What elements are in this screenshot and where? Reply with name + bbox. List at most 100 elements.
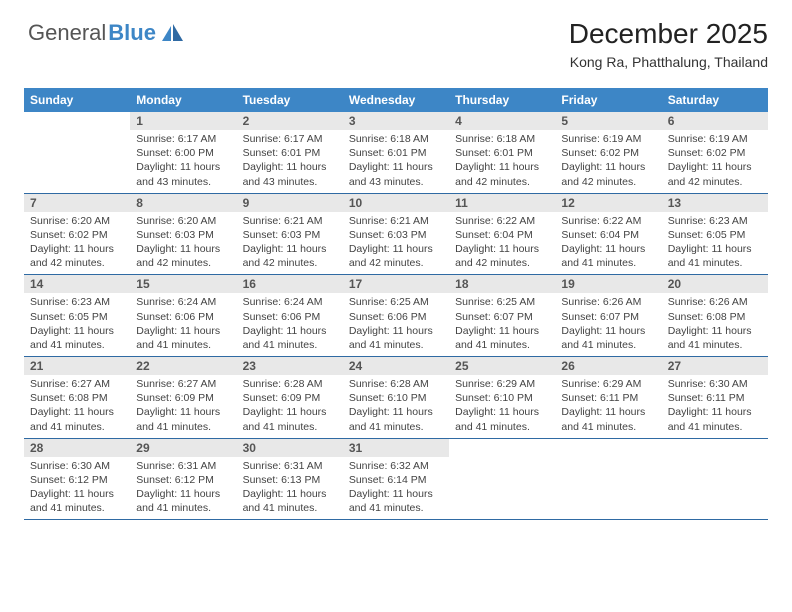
- day-number: 5: [555, 112, 661, 130]
- calendar-cell: 9Sunrise: 6:21 AMSunset: 6:03 PMDaylight…: [237, 194, 343, 276]
- day-info: Sunrise: 6:32 AMSunset: 6:14 PMDaylight:…: [343, 457, 449, 516]
- daylight-line: Daylight: 11 hours and 41 minutes.: [668, 405, 762, 433]
- calendar-cell: 18Sunrise: 6:25 AMSunset: 6:07 PMDayligh…: [449, 275, 555, 357]
- sunrise-line: Sunrise: 6:22 AM: [561, 214, 655, 228]
- sunrise-line: Sunrise: 6:23 AM: [30, 295, 124, 309]
- daylight-line: Daylight: 11 hours and 41 minutes.: [30, 324, 124, 352]
- sail-icon: [162, 23, 184, 43]
- daylight-line: Daylight: 11 hours and 41 minutes.: [455, 324, 549, 352]
- calendar-grid: 1Sunrise: 6:17 AMSunset: 6:00 PMDaylight…: [24, 112, 768, 520]
- daylight-line: Daylight: 11 hours and 41 minutes.: [243, 487, 337, 515]
- calendar-cell: 10Sunrise: 6:21 AMSunset: 6:03 PMDayligh…: [343, 194, 449, 276]
- daylight-line: Daylight: 11 hours and 41 minutes.: [668, 324, 762, 352]
- calendar-cell: 13Sunrise: 6:23 AMSunset: 6:05 PMDayligh…: [662, 194, 768, 276]
- calendar-cell: [449, 439, 555, 521]
- day-number: 7: [24, 194, 130, 212]
- sunrise-line: Sunrise: 6:21 AM: [349, 214, 443, 228]
- daylight-line: Daylight: 11 hours and 41 minutes.: [243, 405, 337, 433]
- day-info: Sunrise: 6:29 AMSunset: 6:10 PMDaylight:…: [449, 375, 555, 434]
- daylight-line: Daylight: 11 hours and 42 minutes.: [668, 160, 762, 188]
- sunrise-line: Sunrise: 6:27 AM: [30, 377, 124, 391]
- day-number: 15: [130, 275, 236, 293]
- day-number: 13: [662, 194, 768, 212]
- sunset-line: Sunset: 6:05 PM: [668, 228, 762, 242]
- sunset-line: Sunset: 6:12 PM: [30, 473, 124, 487]
- daylight-line: Daylight: 11 hours and 41 minutes.: [349, 324, 443, 352]
- day-number: 6: [662, 112, 768, 130]
- day-number: 21: [24, 357, 130, 375]
- calendar-cell: 3Sunrise: 6:18 AMSunset: 6:01 PMDaylight…: [343, 112, 449, 194]
- day-info: Sunrise: 6:22 AMSunset: 6:04 PMDaylight:…: [449, 212, 555, 271]
- calendar-cell: 28Sunrise: 6:30 AMSunset: 6:12 PMDayligh…: [24, 439, 130, 521]
- sunset-line: Sunset: 6:13 PM: [243, 473, 337, 487]
- sunset-line: Sunset: 6:07 PM: [561, 310, 655, 324]
- sunrise-line: Sunrise: 6:26 AM: [668, 295, 762, 309]
- day-number: 2: [237, 112, 343, 130]
- daylight-line: Daylight: 11 hours and 42 minutes.: [349, 242, 443, 270]
- day-info: Sunrise: 6:21 AMSunset: 6:03 PMDaylight:…: [343, 212, 449, 271]
- day-info: Sunrise: 6:17 AMSunset: 6:00 PMDaylight:…: [130, 130, 236, 189]
- dow-cell: Thursday: [449, 88, 555, 112]
- sunrise-line: Sunrise: 6:22 AM: [455, 214, 549, 228]
- day-info: Sunrise: 6:21 AMSunset: 6:03 PMDaylight:…: [237, 212, 343, 271]
- sunrise-line: Sunrise: 6:18 AM: [455, 132, 549, 146]
- day-number: 10: [343, 194, 449, 212]
- daylight-line: Daylight: 11 hours and 42 minutes.: [455, 160, 549, 188]
- dow-cell: Friday: [555, 88, 661, 112]
- daylight-line: Daylight: 11 hours and 41 minutes.: [668, 242, 762, 270]
- sunset-line: Sunset: 6:01 PM: [349, 146, 443, 160]
- sunset-line: Sunset: 6:10 PM: [455, 391, 549, 405]
- calendar-cell: 14Sunrise: 6:23 AMSunset: 6:05 PMDayligh…: [24, 275, 130, 357]
- sunset-line: Sunset: 6:02 PM: [30, 228, 124, 242]
- sunrise-line: Sunrise: 6:28 AM: [349, 377, 443, 391]
- sunrise-line: Sunrise: 6:30 AM: [30, 459, 124, 473]
- sunrise-line: Sunrise: 6:24 AM: [243, 295, 337, 309]
- day-info: Sunrise: 6:31 AMSunset: 6:12 PMDaylight:…: [130, 457, 236, 516]
- day-info: Sunrise: 6:19 AMSunset: 6:02 PMDaylight:…: [662, 130, 768, 189]
- sunset-line: Sunset: 6:03 PM: [349, 228, 443, 242]
- day-number: 28: [24, 439, 130, 457]
- day-info: Sunrise: 6:18 AMSunset: 6:01 PMDaylight:…: [449, 130, 555, 189]
- calendar-cell: 26Sunrise: 6:29 AMSunset: 6:11 PMDayligh…: [555, 357, 661, 439]
- day-info: Sunrise: 6:25 AMSunset: 6:07 PMDaylight:…: [449, 293, 555, 352]
- daylight-line: Daylight: 11 hours and 42 minutes.: [561, 160, 655, 188]
- sunrise-line: Sunrise: 6:17 AM: [136, 132, 230, 146]
- day-number: 16: [237, 275, 343, 293]
- sunset-line: Sunset: 6:00 PM: [136, 146, 230, 160]
- sunset-line: Sunset: 6:02 PM: [668, 146, 762, 160]
- sunset-line: Sunset: 6:01 PM: [455, 146, 549, 160]
- dow-cell: Saturday: [662, 88, 768, 112]
- logo-text-general: General: [28, 20, 106, 46]
- sunset-line: Sunset: 6:03 PM: [243, 228, 337, 242]
- calendar-cell: 2Sunrise: 6:17 AMSunset: 6:01 PMDaylight…: [237, 112, 343, 194]
- day-info: Sunrise: 6:27 AMSunset: 6:08 PMDaylight:…: [24, 375, 130, 434]
- page-subtitle: Kong Ra, Phatthalung, Thailand: [24, 54, 768, 70]
- daylight-line: Daylight: 11 hours and 41 minutes.: [136, 405, 230, 433]
- sunrise-line: Sunrise: 6:19 AM: [668, 132, 762, 146]
- dow-cell: Monday: [130, 88, 236, 112]
- day-number: 27: [662, 357, 768, 375]
- sunset-line: Sunset: 6:09 PM: [243, 391, 337, 405]
- sunrise-line: Sunrise: 6:27 AM: [136, 377, 230, 391]
- calendar-cell: 6Sunrise: 6:19 AMSunset: 6:02 PMDaylight…: [662, 112, 768, 194]
- calendar-cell: 12Sunrise: 6:22 AMSunset: 6:04 PMDayligh…: [555, 194, 661, 276]
- calendar-cell: 23Sunrise: 6:28 AMSunset: 6:09 PMDayligh…: [237, 357, 343, 439]
- dow-cell: Wednesday: [343, 88, 449, 112]
- day-number: 3: [343, 112, 449, 130]
- day-number: 14: [24, 275, 130, 293]
- sunset-line: Sunset: 6:12 PM: [136, 473, 230, 487]
- sunset-line: Sunset: 6:07 PM: [455, 310, 549, 324]
- daylight-line: Daylight: 11 hours and 43 minutes.: [136, 160, 230, 188]
- day-info: Sunrise: 6:27 AMSunset: 6:09 PMDaylight:…: [130, 375, 236, 434]
- day-number: 9: [237, 194, 343, 212]
- logo-text-blue: Blue: [108, 20, 156, 46]
- calendar-cell: 24Sunrise: 6:28 AMSunset: 6:10 PMDayligh…: [343, 357, 449, 439]
- sunrise-line: Sunrise: 6:20 AM: [136, 214, 230, 228]
- day-number: 17: [343, 275, 449, 293]
- sunrise-line: Sunrise: 6:20 AM: [30, 214, 124, 228]
- day-number: 30: [237, 439, 343, 457]
- sunset-line: Sunset: 6:08 PM: [668, 310, 762, 324]
- calendar-cell: 7Sunrise: 6:20 AMSunset: 6:02 PMDaylight…: [24, 194, 130, 276]
- daylight-line: Daylight: 11 hours and 41 minutes.: [455, 405, 549, 433]
- sunset-line: Sunset: 6:11 PM: [668, 391, 762, 405]
